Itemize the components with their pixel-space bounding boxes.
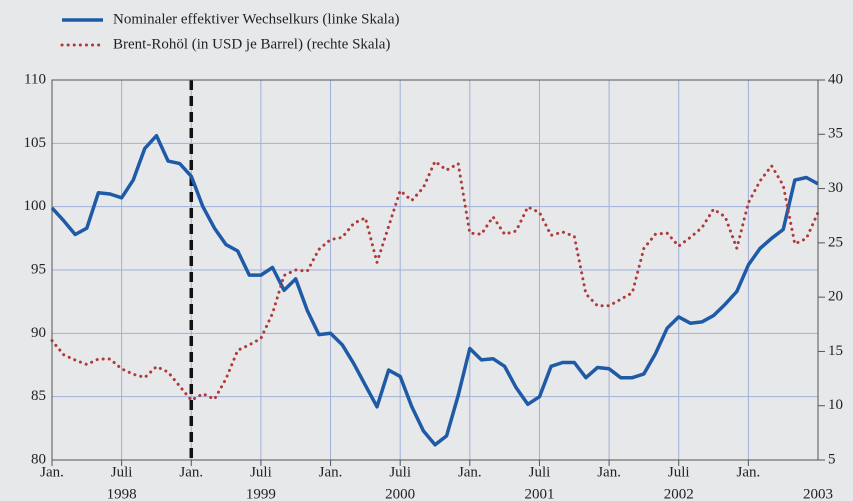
year-label: 2000 — [385, 486, 415, 501]
y-tick-label: 90 — [31, 325, 46, 341]
year-label: 2001 — [524, 486, 554, 501]
x-tick-label: Jan. — [597, 464, 621, 480]
x-tick-label: Juli — [668, 464, 690, 480]
y-tick-label: 110 — [24, 71, 46, 87]
year-label: 1999 — [246, 486, 276, 501]
series-line — [50, 133, 819, 447]
y-tick-label: 95 — [31, 261, 46, 277]
y2-tick-label: 15 — [828, 343, 843, 359]
grid — [51, 79, 818, 461]
x-tick-label: Juli — [250, 464, 272, 480]
x-tick-label: Jan. — [179, 464, 203, 480]
y2-tick-label: 20 — [828, 289, 843, 305]
year-label: 1998 — [107, 486, 137, 501]
y-tick-label: 105 — [24, 135, 47, 151]
y2-tick-label: 5 — [828, 451, 836, 467]
x-tick-label: Jan. — [319, 464, 343, 480]
marks — [50, 80, 820, 460]
y2-tick-label: 10 — [828, 397, 843, 413]
legend-label: Nominaler effektiver Wechselkurs (linke … — [113, 11, 399, 27]
x-tick-label: Juli — [111, 464, 133, 480]
y-tick-label: 80 — [31, 451, 46, 467]
x-tick-label: Jan. — [736, 464, 760, 480]
plot-frame — [51, 79, 819, 461]
x-tick-label: Jan. — [458, 464, 482, 480]
x-tick-label: Jan. — [40, 464, 64, 480]
labels: 80 85 90 95 100 105 110 5 10 15 20 25 30 35 40 Jan. Juli… — [24, 11, 844, 501]
legend-label: Brent-Rohöl (in USD je Barrel) (rechte S… — [113, 36, 390, 52]
y2-tick-label: 25 — [828, 234, 843, 250]
year-label: 2003 — [803, 486, 833, 501]
x-tick-label: Juli — [389, 464, 411, 480]
y2-tick-label: 35 — [828, 126, 843, 142]
y-tick-label: 100 — [24, 198, 47, 214]
series-line — [50, 159, 820, 403]
year-label: 2002 — [664, 486, 694, 501]
y2-tick-label: 40 — [828, 71, 843, 87]
y-tick-label: 85 — [31, 388, 46, 404]
y2-tick-label: 30 — [828, 180, 843, 196]
x-tick-label: Juli — [529, 464, 551, 480]
